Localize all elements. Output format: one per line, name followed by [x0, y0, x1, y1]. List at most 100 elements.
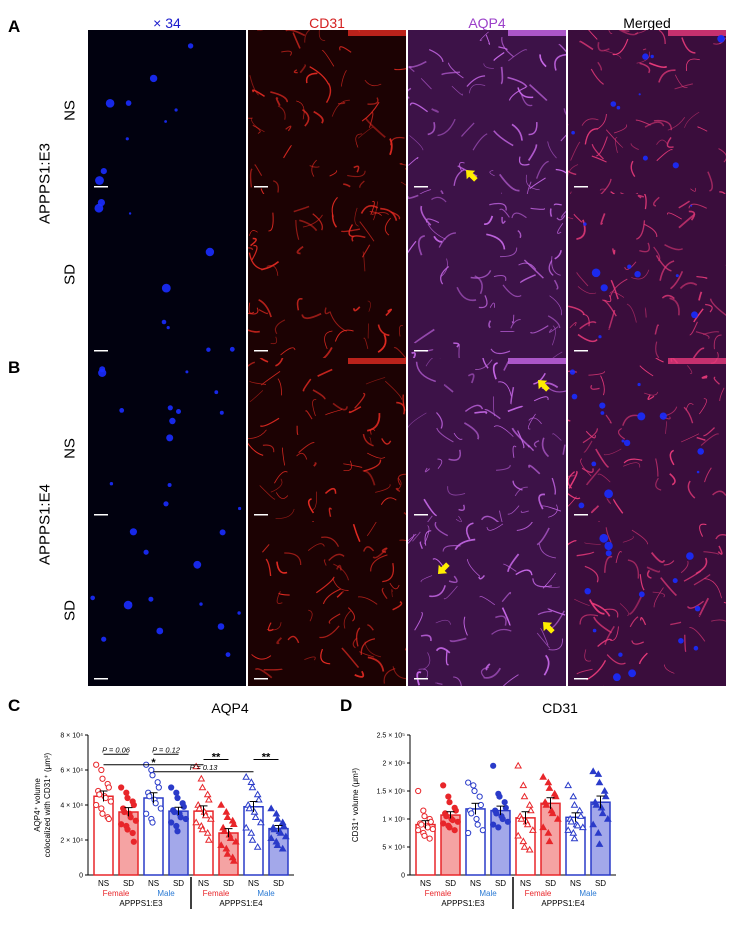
category-label: SD: [495, 879, 506, 888]
sex-label: Male: [579, 889, 597, 898]
y-tick-label: 0: [79, 873, 83, 880]
sex-label: Male: [479, 889, 497, 898]
data-point: [465, 829, 472, 837]
data-point: [203, 828, 212, 836]
data-point: [564, 826, 573, 833]
data-point: [99, 775, 106, 782]
data-point: [105, 815, 112, 823]
data-point: [124, 826, 131, 833]
category-label: NS: [420, 879, 431, 888]
data-point: [502, 804, 509, 811]
sex-label: Female: [525, 889, 552, 898]
data-point: [278, 844, 287, 852]
micrograph-aqp4-row3: [408, 358, 566, 522]
data-point: [99, 810, 106, 817]
data-point: [223, 849, 232, 857]
data-point: [197, 774, 206, 782]
category-label: NS: [148, 879, 159, 888]
data-point: [570, 800, 579, 808]
data-point: [520, 792, 529, 800]
data-point: [592, 800, 601, 808]
data-point: [124, 794, 131, 802]
genotype-label: APPPS1:E4: [219, 899, 263, 908]
data-point: [603, 814, 612, 822]
category-label: SD: [223, 879, 234, 888]
column-header-cd31: CD31: [309, 15, 345, 31]
significance-label: P = 0.12: [152, 745, 181, 754]
data-point: [514, 831, 523, 839]
data-point: [149, 819, 156, 826]
data-point: [171, 808, 178, 816]
y-tick-label: 1.5 × 10⁵: [377, 789, 405, 796]
data-point: [479, 827, 486, 834]
y-tick-label: 4 × 10⁴: [60, 803, 83, 810]
data-point: [146, 793, 153, 800]
data-point: [173, 789, 180, 796]
data-point: [98, 766, 105, 774]
data-point: [589, 820, 598, 828]
category-label: SD: [173, 879, 184, 888]
data-point: [173, 822, 180, 830]
y-tick-label: 8 × 10⁴: [60, 733, 83, 740]
micrograph-x34-row1: [88, 30, 246, 194]
data-point: [180, 803, 187, 810]
data-point: [267, 804, 276, 812]
data-point: [217, 841, 226, 848]
data-point: [254, 795, 263, 803]
y-tick-label: 0: [401, 873, 405, 880]
data-point: [451, 827, 458, 834]
data-point: [523, 820, 532, 828]
y-tick-label: 2 × 10⁴: [60, 838, 83, 845]
data-point: [223, 813, 232, 820]
data-point: [242, 823, 251, 831]
data-point: [440, 820, 447, 827]
micrograph-merged-row4: [568, 522, 726, 686]
micrograph-cd31-row4: [248, 522, 406, 686]
data-point: [415, 827, 422, 834]
data-point: [247, 778, 256, 785]
data-point: [504, 818, 511, 825]
significance-label: **: [262, 752, 271, 764]
category-label: NS: [520, 879, 531, 888]
panel-letter-a: A: [8, 17, 21, 36]
data-point: [182, 815, 189, 823]
category-label: NS: [570, 879, 581, 888]
data-point: [440, 782, 447, 789]
data-point: [198, 783, 207, 791]
data-point: [105, 784, 112, 791]
data-point: [242, 772, 251, 780]
data-point: [445, 793, 452, 800]
data-point: [539, 823, 548, 831]
data-point: [418, 821, 425, 828]
data-point: [545, 784, 554, 791]
data-point: [493, 810, 500, 817]
data-point: [528, 826, 537, 833]
data-point: [429, 825, 436, 833]
significance-label: P = 0.13: [190, 763, 219, 772]
data-point: [443, 813, 450, 820]
data-point: [476, 793, 483, 800]
data-point: [517, 814, 526, 822]
genotype-label: APPPS1:E4: [541, 899, 585, 908]
sex-label: Male: [157, 889, 175, 898]
micrograph-aqp4-row2: [408, 194, 566, 358]
data-point: [542, 800, 551, 808]
data-point: [174, 828, 181, 835]
data-point: [415, 787, 422, 795]
data-point: [600, 786, 609, 794]
data-point: [514, 761, 523, 769]
sex-label: Female: [425, 889, 452, 898]
micrograph-cd31-row1: [248, 30, 406, 194]
data-point: [474, 821, 481, 828]
data-point: [477, 801, 484, 809]
data-point: [470, 782, 477, 789]
micrograph-cd31-row2: [248, 194, 406, 358]
data-point: [192, 762, 201, 770]
data-point: [272, 809, 281, 817]
data-point: [573, 821, 582, 829]
data-point: [107, 798, 114, 805]
data-point: [203, 790, 212, 798]
row-label-e4-sd: SD: [61, 600, 79, 621]
data-point: [595, 778, 604, 786]
data-point: [501, 799, 508, 806]
